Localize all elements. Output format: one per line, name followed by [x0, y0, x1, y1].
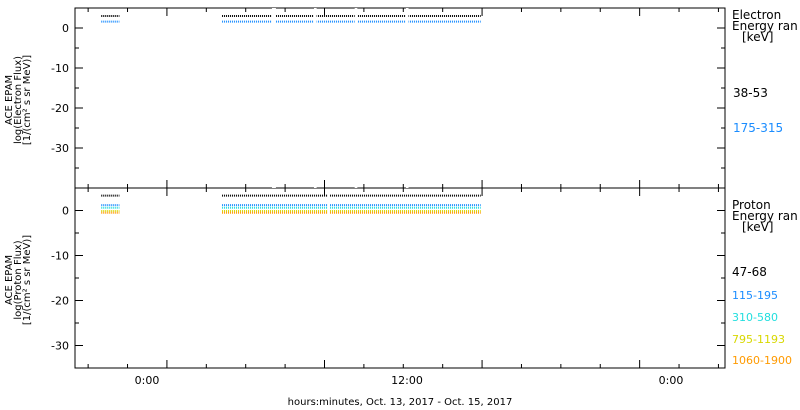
data-gap: [271, 8, 276, 188]
electron-ytick-label: -20: [51, 102, 69, 115]
electron-ylabel-line: ACE EPAM: [4, 75, 15, 125]
electron-ytick-label: 0: [62, 22, 69, 35]
proton-frame: [74, 187, 726, 369]
proton-legend-title: Proton: [732, 198, 771, 212]
x-axis-label: hours:minutes, Oct. 13, 2017 - Oct. 15, …: [288, 397, 513, 408]
electron-legend-title: [keV]: [742, 30, 773, 44]
data-gap: [354, 8, 358, 188]
proton-ylabel-line: ACE EPAM: [4, 255, 15, 305]
proton-legend-entry: 795-1193: [732, 333, 785, 346]
electron-frame: [74, 7, 726, 189]
proton-legend-title: [keV]: [742, 220, 773, 234]
electron-ytick-label: -30: [51, 142, 69, 155]
proton-legend-title: Energy ran: [732, 209, 798, 223]
proton-legend-entry: 115-195: [732, 289, 778, 302]
x-tick-label: 0:00: [659, 374, 684, 387]
electron-legend-entry: 38-53: [733, 86, 768, 100]
data-gap: [313, 8, 317, 188]
proton-ytick-label: -20: [51, 295, 69, 308]
proton-ytick-label: -30: [51, 340, 69, 353]
proton-legend-entry: 1060-1900: [732, 354, 792, 367]
proton-legend-entry: 310-580: [732, 311, 778, 324]
proton-ytick-label: 0: [62, 205, 69, 218]
x-tick-label: 0:00: [135, 374, 160, 387]
electron-legend-title: Energy ran: [732, 19, 798, 33]
proton-ylabel-line: log(Proton Flux): [13, 240, 24, 319]
data-gap: [405, 8, 409, 188]
x-tick-label: 12:00: [391, 374, 423, 387]
electron-ytick-label: -10: [51, 62, 69, 75]
electron-legend-title: Electron: [732, 8, 781, 22]
electron-legend-entry: 175-315: [733, 121, 783, 135]
electron-ylabel-line: log(Electron Flux): [13, 56, 24, 144]
proton-ytick-label: -10: [51, 250, 69, 263]
proton-legend-entry: 47-68: [732, 265, 767, 279]
electron-ylabel-line: [1/(cm² s sr MeV)]: [22, 55, 33, 145]
proton-ylabel-line: [1/(cm² s sr MeV)]: [22, 235, 33, 325]
